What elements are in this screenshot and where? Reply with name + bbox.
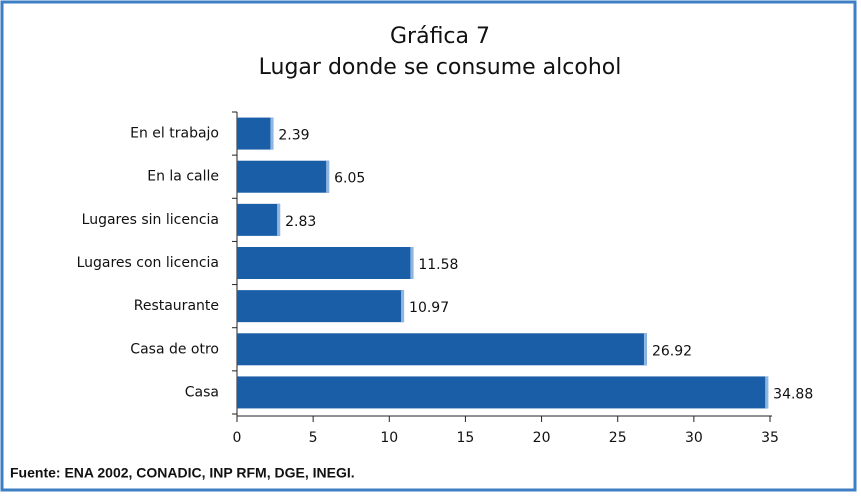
frame [0,0,857,492]
bar-edge [326,160,330,193]
y-tick-label: En la calle [147,169,219,185]
source-note: Fuente: ENA 2002, CONADIC, INP RFM, DGE,… [10,465,355,481]
x-tick-label: 15 [457,430,475,446]
y-tick-label: En el trabajo [130,126,219,142]
bar [237,290,405,323]
x-tick-label: 35 [761,430,779,446]
bar-edge [270,117,274,150]
bar-edge [277,203,281,236]
bar [237,247,414,279]
bar-edge [410,247,414,279]
value-label: 2.39 [278,128,309,144]
y-tick-label: Restaurante [134,298,219,314]
value-label: 26.92 [652,343,692,359]
bar [237,376,769,409]
x-tick-label: 5 [309,430,318,446]
x-tick-label: 25 [609,430,627,446]
x-tick-label: 10 [380,430,398,446]
bar-edge [401,290,405,323]
value-label: 10.97 [409,300,449,316]
chart-title: Gráfica 7 [390,24,490,49]
value-label: 2.83 [285,214,316,230]
y-tick-label: Lugares sin licencia [82,212,219,228]
bar [237,117,274,150]
value-label: 11.58 [418,257,458,273]
value-label: 34.88 [773,386,813,402]
y-tick-label: Casa de otro [130,341,219,357]
bar [237,160,330,193]
x-tick-label: 20 [533,430,551,446]
y-tick-label: Casa [185,384,219,400]
bar [237,333,647,366]
bar [237,203,281,236]
x-tick-label: 30 [685,430,703,446]
bar-edge [643,333,647,366]
value-label: 6.05 [334,171,365,187]
bar-edge [765,376,769,409]
y-tick-label: Lugares con licencia [77,255,219,271]
chart-subtitle: Lugar donde se consume alcohol [259,55,622,80]
x-tick-label: 0 [233,430,242,446]
